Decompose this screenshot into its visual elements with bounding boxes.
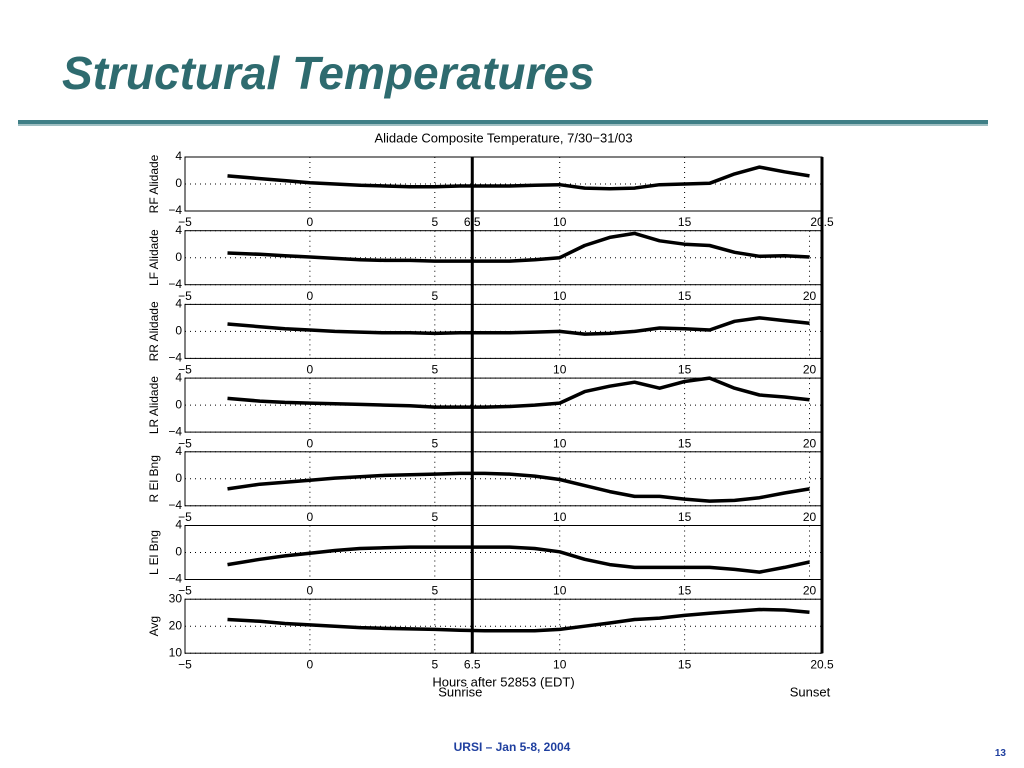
x-tick-label: 5 [431,584,438,598]
x-tick-label: 5 [431,657,438,671]
y-tick-label: 4 [175,297,182,311]
x-tick-label: 15 [678,436,692,450]
x-tick-label: 20.5 [810,657,834,671]
x-tick-label: 0 [307,215,314,229]
y-tick-label: 4 [175,518,182,532]
x-tick-label: 20 [803,584,817,598]
x-tick-label: −5 [178,657,192,671]
y-axis-label: RR Alidade [147,301,161,361]
x-tick-label: 5 [431,436,438,450]
x-tick-label: −5 [178,289,192,303]
data-line [227,231,810,263]
y-axis-label: Avg [147,616,161,636]
slide-title: Structural Temperatures [62,47,595,99]
x-tick-label: 10 [553,584,567,598]
x-tick-label: 20 [803,289,817,303]
y-tick-label: −4 [168,203,182,217]
x-tick-label: 15 [678,510,692,524]
x-tick-label: 10 [553,289,567,303]
y-tick-label: 20 [169,618,183,632]
x-tick-label: −5 [178,363,192,377]
x-axis-label: Hours after 52853 (EDT) [432,675,574,690]
y-tick-label: 0 [175,397,182,411]
y-tick-label: 4 [175,223,182,237]
x-tick-label: 20 [803,363,817,377]
x-tick-label: 0 [307,657,314,671]
data-line [227,316,810,336]
y-tick-label: 4 [175,444,182,458]
y-tick-label: −4 [168,498,182,512]
footer: URSI – Jan 5-8, 2004 [453,740,571,754]
x-tick-label: 15 [678,363,692,377]
y-tick-label: −4 [168,572,182,586]
data-line [227,165,810,191]
y-tick-label: 10 [169,645,183,659]
event-label: Sunrise [438,685,482,700]
data-line [227,545,810,574]
data-line [227,607,810,633]
y-axis-label: LF Alidade [147,229,161,286]
x-tick-label: 15 [678,289,692,303]
event-label: Sunset [790,685,831,700]
y-tick-label: −4 [168,351,182,365]
x-tick-label: 5 [431,215,438,229]
x-tick-label: −5 [178,584,192,598]
y-tick-label: 0 [175,250,182,264]
x-tick-label: 0 [307,289,314,303]
y-tick-label: −4 [168,424,182,438]
x-tick-label: −5 [178,436,192,450]
title-rule [18,120,988,126]
x-tick-label: 10 [553,510,567,524]
y-axis-label: R El Bng [147,455,161,502]
y-axis-label: LR Alidade [147,376,161,434]
x-tick-label: 5 [431,363,438,377]
data-line [227,376,810,409]
x-tick-label: 15 [678,215,692,229]
y-tick-label: 30 [169,591,183,605]
y-tick-label: 0 [175,176,182,190]
chart-title: Alidade Composite Temperature, 7/30−31/0… [374,130,632,145]
y-tick-label: 0 [175,545,182,559]
x-tick-label: 10 [553,215,567,229]
x-tick-label: 0 [307,584,314,598]
x-tick-label: 15 [678,584,692,598]
x-tick-label: 6.5 [464,657,481,671]
x-tick-label: 20 [803,436,817,450]
data-line [227,471,810,503]
y-tick-label: 0 [175,471,182,485]
x-tick-label: −5 [178,510,192,524]
y-axis-label: RF Alidade [147,154,161,213]
x-tick-label: 15 [678,657,692,671]
x-tick-label: 0 [307,510,314,524]
x-tick-label: 5 [431,289,438,303]
y-axis-label: L El Bng [147,530,161,575]
y-tick-label: −4 [168,277,182,291]
x-tick-label: −5 [178,215,192,229]
x-tick-label: 0 [307,436,314,450]
x-tick-label: 5 [431,510,438,524]
x-tick-label: 10 [553,363,567,377]
x-tick-label: 20 [803,510,817,524]
y-tick-label: 0 [175,324,182,338]
y-tick-label: 4 [175,370,182,384]
x-tick-label: 0 [307,363,314,377]
x-tick-label: 10 [553,657,567,671]
page-number: 13 [994,748,1006,759]
x-tick-label: 10 [553,436,567,450]
y-tick-label: 4 [175,149,182,163]
